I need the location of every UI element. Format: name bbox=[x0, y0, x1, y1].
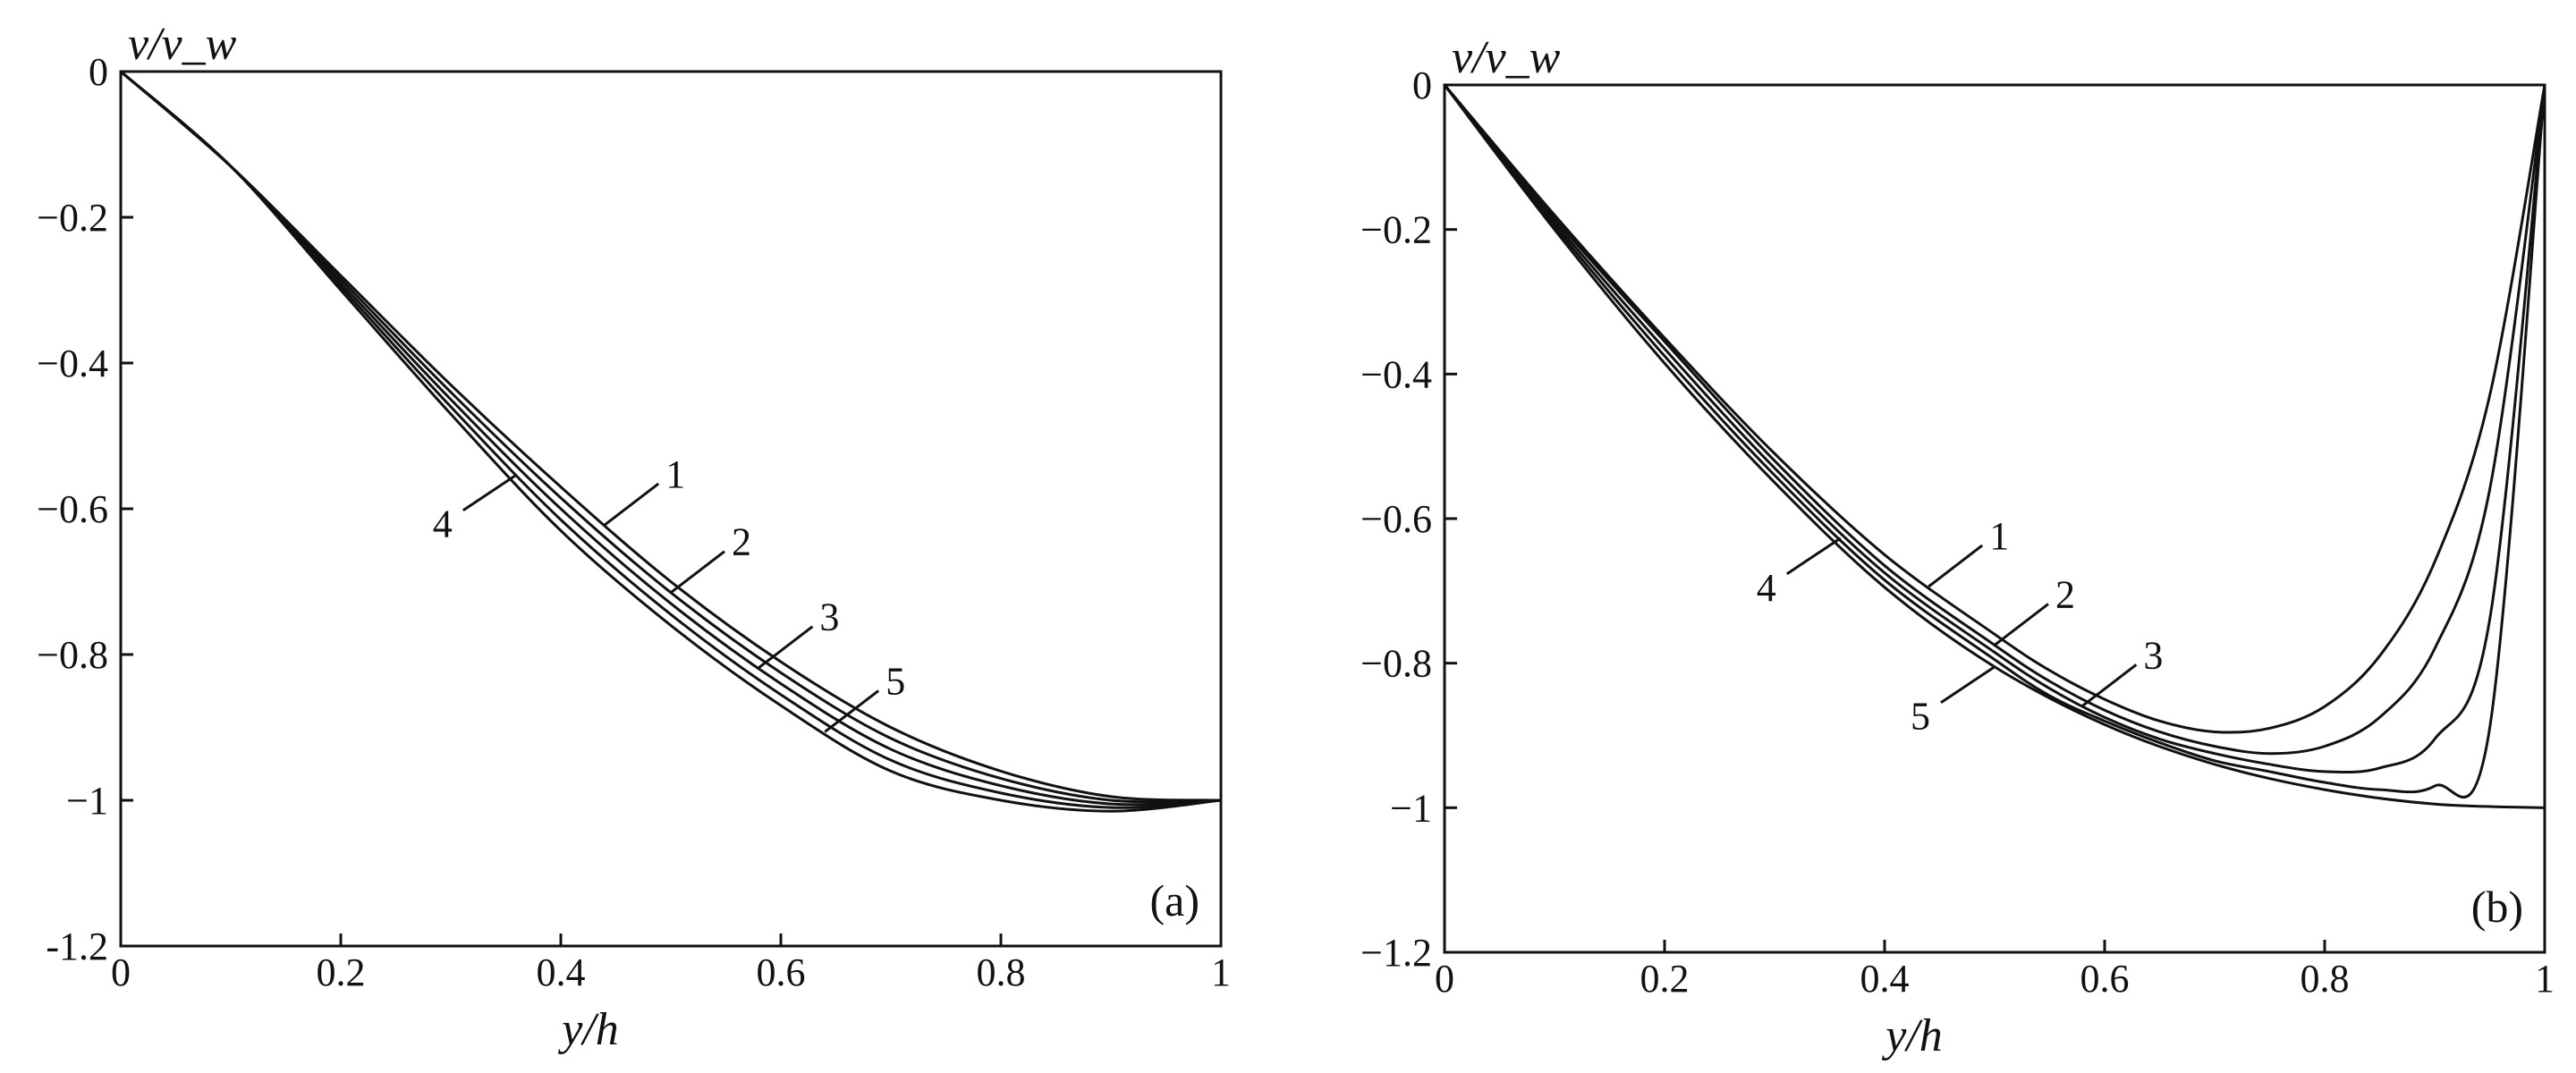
x-tick-label: 0.8 bbox=[977, 950, 1026, 994]
curve-label: 2 bbox=[732, 520, 751, 564]
y-tick-label: −1 bbox=[66, 779, 108, 823]
y-tick-label: −0.6 bbox=[1360, 497, 1432, 541]
y-tick-label: −1 bbox=[1390, 786, 1432, 830]
x-tick-label: 0 bbox=[1435, 957, 1454, 1001]
x-tick-label: 1 bbox=[1211, 950, 1231, 994]
x-tick-label: 0.2 bbox=[317, 950, 366, 994]
series-line-1 bbox=[1443, 84, 2546, 734]
y-tick-label: −0.4 bbox=[37, 342, 108, 385]
curve-label: 5 bbox=[886, 659, 905, 703]
annotation-leader bbox=[1940, 665, 1996, 704]
y-tick-label: -1.2 bbox=[46, 925, 108, 968]
series-line-4 bbox=[1443, 84, 2546, 798]
y-tick-label: −0.2 bbox=[37, 196, 108, 240]
y-tick-label: 0 bbox=[89, 50, 108, 94]
x-tick-label: 0.8 bbox=[2301, 957, 2350, 1001]
curve-label: 1 bbox=[665, 452, 685, 496]
y-tick-label: −0.8 bbox=[37, 633, 108, 677]
x-tick-label: 0.6 bbox=[2080, 957, 2130, 1001]
annotation-leader bbox=[2081, 663, 2138, 707]
curve-label: 3 bbox=[2143, 633, 2163, 677]
curve-label: 2 bbox=[2055, 572, 2075, 616]
series-line-2 bbox=[120, 70, 1222, 804]
annotation-leader bbox=[670, 550, 725, 594]
series-line-4 bbox=[120, 70, 1222, 809]
annotation-leader bbox=[1928, 544, 1984, 588]
series-line-2 bbox=[1443, 84, 2546, 756]
x-tick-label: 0.2 bbox=[1640, 957, 1690, 1001]
series-line-3 bbox=[120, 70, 1222, 807]
x-tick-label: 0.4 bbox=[537, 950, 586, 994]
panel-label: (b) bbox=[2471, 882, 2523, 932]
panel-b: 0 0.2 0.4 0.6 0.8 1 0 −0.2 −0.4 −0.6 −0.8 −1 −1.2 y/h… bbox=[1360, 32, 2555, 1061]
panel-a: 0 0.2 0.4 0.6 0.8 1 0 −0.2 −0.4 −0.6 −0.8 −1 -1.2 y/h… bbox=[37, 19, 1231, 1055]
y-tick-label: −1.2 bbox=[1360, 931, 1432, 975]
x-tick-label: 0.4 bbox=[1860, 957, 1910, 1001]
annotation-leader bbox=[758, 625, 814, 669]
x-tick-label: 0.6 bbox=[757, 950, 806, 994]
x-tick-label: 0 bbox=[111, 950, 131, 994]
series-line-5 bbox=[120, 70, 1222, 813]
y-tick-label: 0 bbox=[1412, 63, 1432, 107]
x-tick-label: 1 bbox=[2535, 957, 2555, 1001]
panel-label: (a) bbox=[1150, 875, 1200, 925]
y-tick-label: −0.4 bbox=[1360, 352, 1432, 396]
y-tick-label: −0.2 bbox=[1360, 208, 1432, 252]
annotation-leader bbox=[1994, 603, 2049, 646]
annotation-leader bbox=[824, 689, 880, 733]
y-tick-label: −0.8 bbox=[1360, 642, 1432, 686]
series-line-3 bbox=[1443, 84, 2546, 774]
annotation-leader bbox=[1785, 536, 1842, 576]
series-line-5 bbox=[1443, 84, 2546, 809]
annotation-leader bbox=[604, 482, 660, 527]
curve-label: 4 bbox=[1757, 566, 1776, 610]
curve-label: 4 bbox=[433, 503, 453, 546]
x-axis-title: y/h bbox=[557, 1004, 619, 1055]
x-axis-title: y/h bbox=[1881, 1010, 1943, 1061]
y-axis-title: v/v_w bbox=[128, 19, 237, 70]
plot-frame bbox=[119, 70, 1223, 948]
curve-label: 3 bbox=[819, 596, 839, 639]
curve-label: 1 bbox=[1989, 514, 2009, 558]
curve-label: 5 bbox=[1911, 695, 1930, 739]
annotation-leader bbox=[462, 473, 518, 511]
y-tick-label: −0.6 bbox=[37, 487, 108, 531]
y-axis-title: v/v_w bbox=[1452, 32, 1561, 83]
series-line-1 bbox=[120, 70, 1222, 802]
